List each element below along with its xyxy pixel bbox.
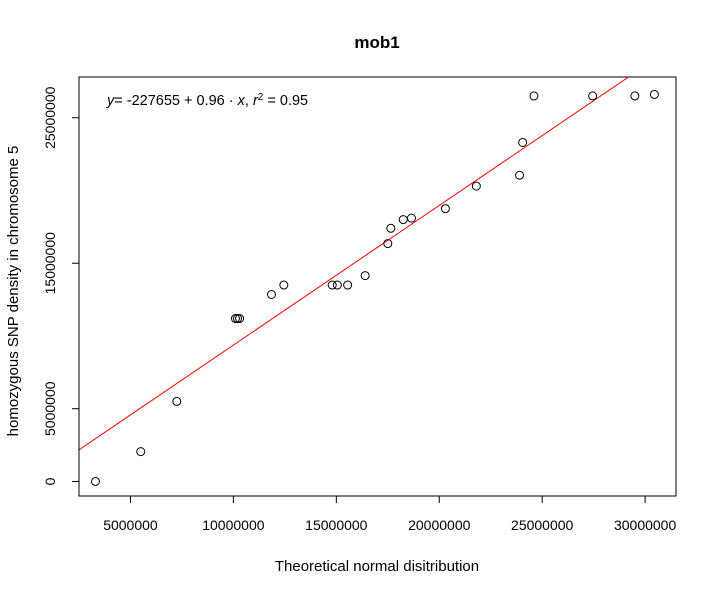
data-point: [361, 272, 369, 280]
x-tick-label: 25000000: [511, 517, 574, 533]
equation-equals: =: [114, 93, 127, 109]
data-point: [91, 477, 99, 485]
y-tick-label: 5000000: [42, 381, 58, 436]
data-point: [399, 216, 407, 224]
data-point: [650, 90, 658, 98]
equation-intercept: -227655: [127, 93, 180, 109]
data-point: [631, 92, 639, 100]
y-tick-label: 0: [42, 477, 58, 485]
x-axis: 5000000 10000000 15000000 20000000 25000000 3…: [103, 496, 676, 533]
data-point: [137, 448, 145, 456]
y-tick-label: 25000000: [42, 86, 58, 149]
data-point: [344, 281, 352, 289]
y-tick-label: 15000000: [42, 232, 58, 295]
data-point: [589, 92, 597, 100]
plot-frame: [79, 77, 676, 496]
data-point: [280, 281, 288, 289]
data-point: [267, 291, 275, 299]
equation-r2-equals: =: [263, 93, 280, 109]
y-axis: 0 5000000 15000000 25000000: [42, 86, 79, 485]
data-point: [516, 171, 524, 179]
x-tick-label: 15000000: [305, 517, 368, 533]
x-tick-label: 20000000: [408, 517, 471, 533]
equation-comma: ,: [245, 93, 253, 109]
equation-plus: +: [180, 93, 197, 109]
equation-dot: ·: [225, 93, 238, 109]
x-tick-label: 30000000: [614, 517, 677, 533]
data-point: [234, 315, 242, 323]
equation-slope: 0.96: [197, 93, 225, 109]
data-point: [173, 397, 181, 405]
regression-equation: y= -227655 + 0.96 · x, r2 = 0.95: [106, 92, 308, 110]
chart-title: mob1: [354, 33, 399, 52]
data-point: [407, 214, 415, 222]
x-tick-label: 10000000: [202, 517, 265, 533]
data-point: [519, 138, 527, 146]
y-axis-label: homozygous SNP density in chromosome 5: [5, 146, 22, 437]
x-axis-label: Theoretical normal disitribution: [275, 558, 479, 575]
data-points: [91, 90, 658, 485]
data-point: [441, 205, 449, 213]
x-tick-label: 5000000: [103, 517, 158, 533]
data-point: [333, 281, 341, 289]
equation-r2: 0.95: [280, 93, 308, 109]
data-point: [530, 92, 538, 100]
data-point: [387, 224, 395, 232]
data-point: [472, 182, 480, 190]
